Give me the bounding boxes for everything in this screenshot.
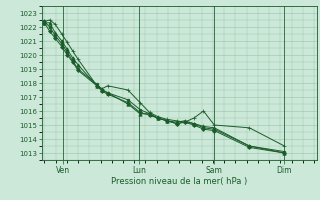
X-axis label: Pression niveau de la mer( hPa ): Pression niveau de la mer( hPa ) (111, 177, 247, 186)
